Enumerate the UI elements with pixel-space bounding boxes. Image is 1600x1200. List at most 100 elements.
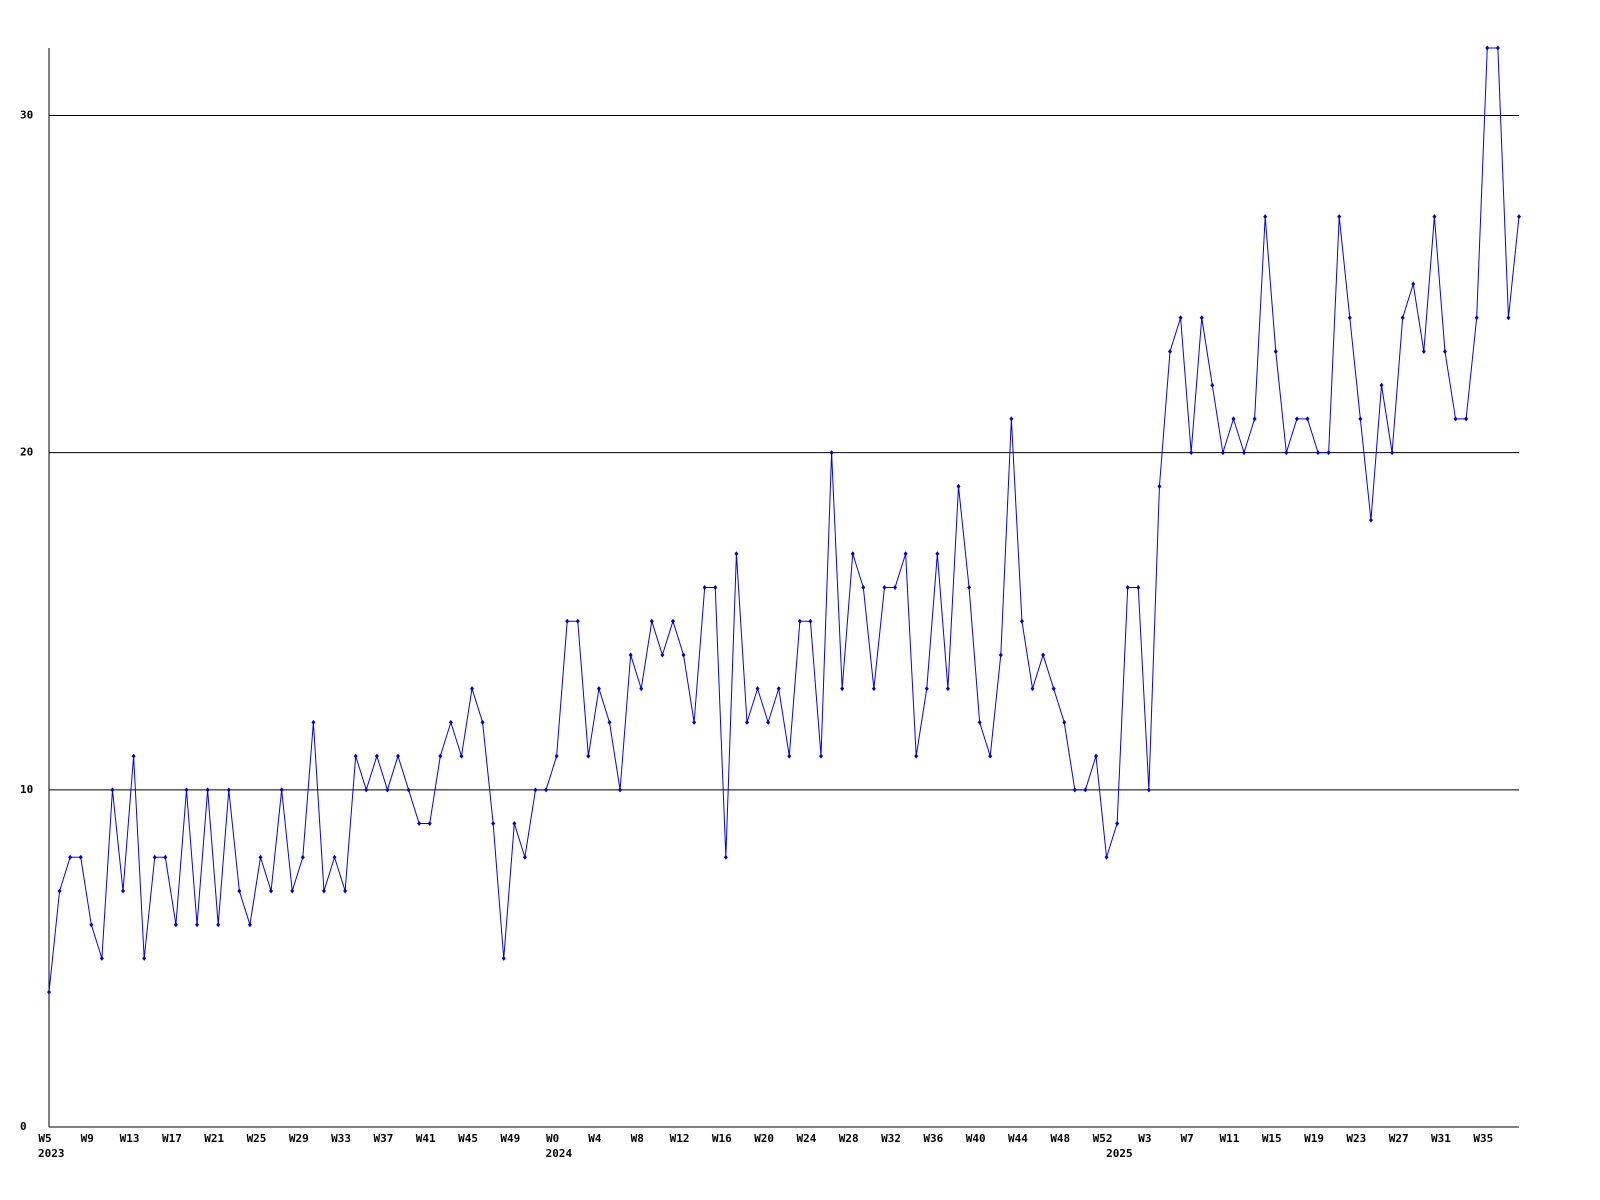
data-point [755,686,760,692]
data-point [1083,787,1088,793]
data-point [163,854,168,860]
data-point [1146,787,1151,793]
data-point [395,753,400,759]
x-year-label: 2025 [1106,1147,1133,1160]
x-tick-label: W35 [1473,1132,1493,1145]
data-point [819,753,824,759]
data-point [649,618,654,624]
data-point [480,719,485,725]
data-point [808,618,813,624]
data-point [427,821,432,827]
data-point [47,989,51,995]
data-point [1041,652,1046,658]
x-tick-label: W3 [1138,1132,1151,1145]
data-point [1051,686,1056,692]
data-point [1242,450,1247,456]
data-point [1263,214,1268,220]
data-point [670,618,675,624]
x-tick-label: W40 [966,1132,986,1145]
x-tick-label: W11 [1220,1132,1240,1145]
data-point [586,753,591,759]
data-point [247,922,252,928]
data-point [1062,719,1067,725]
data-point [300,854,305,860]
x-tick-label: W8 [631,1132,644,1145]
data-point [575,618,580,624]
data-point [321,888,326,894]
data-point [173,922,178,928]
data-point [459,753,464,759]
data-point [1506,315,1511,321]
x-tick-label: W28 [839,1132,859,1145]
x-tick-label: W23 [1346,1132,1366,1145]
data-point [1294,416,1299,422]
x-tick-label: W31 [1431,1132,1451,1145]
data-point [89,922,94,928]
x-tick-label: W0 [546,1132,559,1145]
x-tick-label: W48 [1050,1132,1070,1145]
data-point [1231,416,1236,422]
data-point [713,585,718,590]
x-tick-label: W19 [1304,1132,1324,1145]
data-point [385,787,390,793]
data-point [702,585,707,590]
data-point [956,483,961,489]
data-point [1326,450,1331,456]
data-point [343,888,348,894]
data-point [1379,382,1384,388]
data-point [607,719,612,725]
data-point [195,922,200,928]
data-point [903,551,908,557]
data-line [48,47,1520,993]
data-point [882,585,887,590]
data-point [1347,315,1352,321]
data-point [1337,214,1342,220]
data-point [596,686,601,692]
data-point [893,585,898,590]
data-point [332,854,337,860]
data-point [1189,450,1194,456]
x-tick-label: W15 [1262,1132,1282,1145]
x-tick-label: W20 [754,1132,774,1145]
data-point [639,686,644,692]
data-point [237,888,242,894]
data-point [279,787,284,793]
data-point [1495,45,1500,51]
data-point [945,686,950,692]
x-tick-label: W4 [588,1132,602,1145]
x-year-label: 2023 [38,1147,65,1160]
x-tick-label: W29 [289,1132,309,1145]
x-tick-label: W33 [331,1132,351,1145]
data-point [1136,585,1141,590]
data-point [142,955,147,961]
data-point [1453,416,1458,422]
data-point [1284,450,1289,456]
data-point [1030,686,1035,692]
data-point [68,854,73,860]
data-point [554,753,559,759]
data-point [226,787,231,793]
data-point [216,922,221,928]
data-point [269,888,274,894]
data-point [1009,416,1014,422]
data-point [1210,382,1215,388]
data-point [1273,348,1278,354]
data-point [1104,854,1109,860]
data-point [1358,416,1363,422]
data-point [205,787,210,793]
data-point [840,686,845,692]
data-point [374,753,379,759]
data-point [1178,315,1183,321]
data-point [110,787,115,793]
data-point [914,753,919,759]
data-point [1517,214,1521,220]
x-tick-label: W24 [797,1132,817,1145]
data-point [681,652,686,658]
data-point [491,821,496,827]
data-point [290,888,295,894]
data-point [364,787,369,793]
data-point [1442,348,1447,354]
data-point [1093,753,1098,759]
data-point [871,686,876,692]
